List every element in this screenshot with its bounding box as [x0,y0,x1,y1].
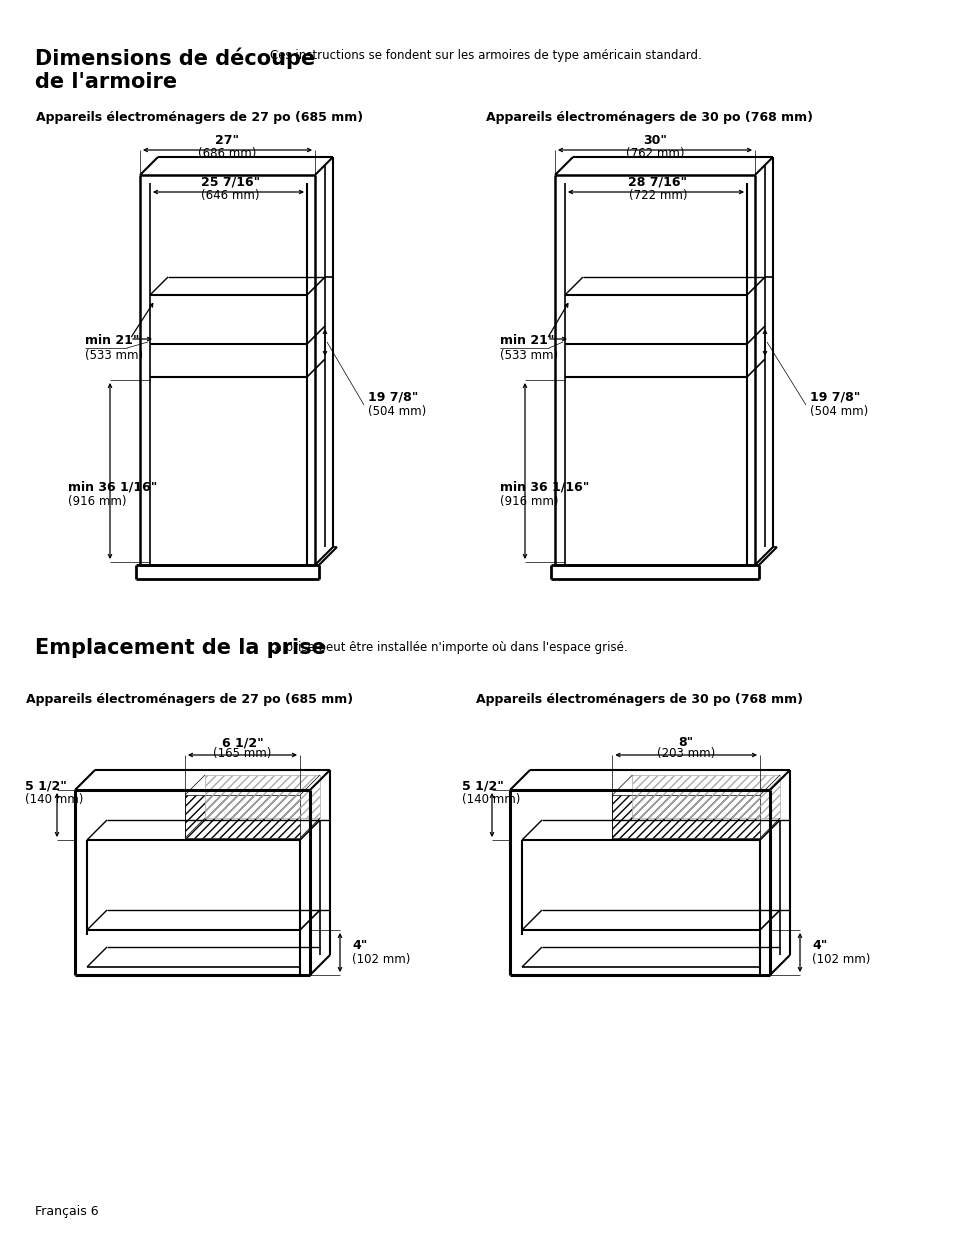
Text: (533 mm): (533 mm) [499,348,558,362]
Text: La prise peut être installée n'importe où dans l'espace grisé.: La prise peut être installée n'importe o… [268,641,627,655]
Text: Dimensions de découpe: Dimensions de découpe [35,47,314,69]
Bar [632,776,780,818]
Text: (686 mm): (686 mm) [198,147,256,161]
Text: (165 mm): (165 mm) [213,747,272,761]
Text: 5 1/2": 5 1/2" [461,779,503,793]
Text: (102 mm): (102 mm) [352,953,410,966]
Text: (504 mm): (504 mm) [809,405,867,417]
Bar [205,776,319,818]
Text: de l'armoire: de l'armoire [35,72,177,91]
Text: (533 mm): (533 mm) [85,348,143,362]
Bar [185,795,299,839]
Text: Appareils électroménagers de 27 po (685 mm): Appareils électroménagers de 27 po (685 … [27,694,354,706]
Text: 8": 8" [678,736,693,750]
Text: 5 1/2": 5 1/2" [25,779,67,793]
Text: min 36 1/16": min 36 1/16" [68,480,157,494]
Text: (916 mm): (916 mm) [68,495,127,509]
Text: (102 mm): (102 mm) [811,953,869,966]
Bar [612,795,760,839]
Text: 28 7/16": 28 7/16" [628,175,687,189]
Text: (762 mm): (762 mm) [625,147,683,161]
Text: min 21": min 21" [499,335,554,347]
Text: 4": 4" [352,939,367,952]
Text: Appareils électroménagers de 30 po (768 mm): Appareils électroménagers de 30 po (768 … [486,111,813,125]
Text: Ces instructions se fondent sur les armoires de type américain standard.: Ces instructions se fondent sur les armo… [270,49,701,63]
Text: 25 7/16": 25 7/16" [201,175,260,189]
Text: Français 6: Français 6 [35,1205,98,1219]
Text: (504 mm): (504 mm) [368,405,426,417]
Text: 27": 27" [215,133,239,147]
Text: Appareils électroménagers de 30 po (768 mm): Appareils électroménagers de 30 po (768 … [476,694,802,706]
Text: (916 mm): (916 mm) [499,495,558,509]
Text: Appareils électroménagers de 27 po (685 mm): Appareils électroménagers de 27 po (685 … [36,111,363,125]
Text: 30": 30" [642,133,666,147]
Text: (140 mm): (140 mm) [25,794,83,806]
Text: 4": 4" [811,939,826,952]
Text: min 21": min 21" [85,335,139,347]
Text: (203 mm): (203 mm) [657,747,715,761]
Text: 19 7/8": 19 7/8" [368,390,418,404]
Text: Emplacement de la prise: Emplacement de la prise [35,638,326,658]
Text: (140 mm): (140 mm) [461,794,519,806]
Text: (722 mm): (722 mm) [628,189,686,203]
Text: 6 1/2": 6 1/2" [221,736,263,750]
Text: (646 mm): (646 mm) [201,189,259,203]
Text: 19 7/8": 19 7/8" [809,390,860,404]
Text: min 36 1/16": min 36 1/16" [499,480,589,494]
